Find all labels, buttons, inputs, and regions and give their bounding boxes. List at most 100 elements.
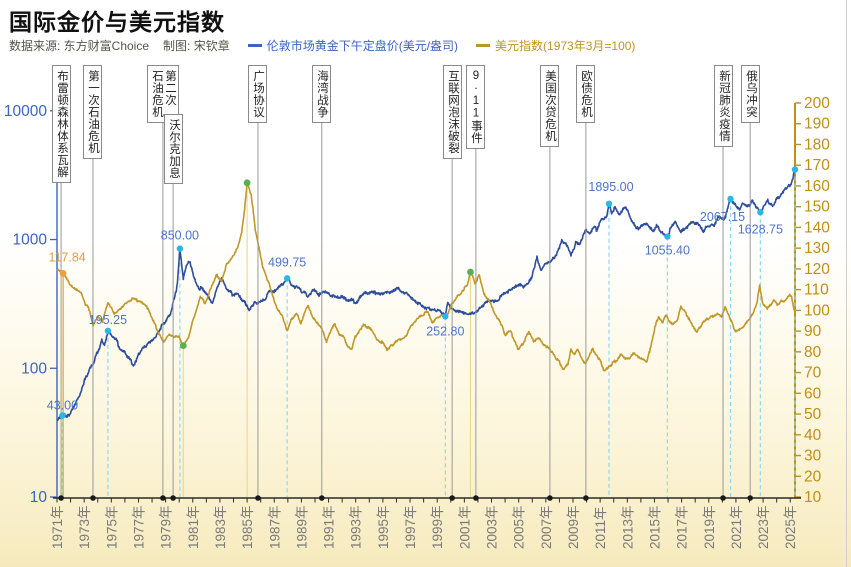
left-axis-tick-label: 1000	[13, 232, 48, 249]
gold-extreme-dot	[791, 166, 799, 173]
gold-extreme-dot	[727, 195, 734, 203]
x-axis-year-label: 1973年	[77, 505, 92, 549]
right-axis-tick-label: 70	[804, 365, 822, 382]
right-axis-tick-label: 100	[804, 302, 830, 319]
x-axis-year-label: 2015年	[647, 505, 662, 549]
event-label: 美国次贷危机	[540, 65, 559, 147]
gold-value-label: 499.75	[268, 255, 306, 269]
right-axis-tick-label: 60	[804, 385, 822, 402]
dxy-value-label: 117.84	[48, 250, 85, 264]
right-axis-tick-label: 10	[804, 489, 822, 506]
x-axis-year-label: 1975年	[104, 505, 119, 549]
right-axis-tick-label: 110	[804, 282, 829, 299]
right-axis-tick-label: 90	[804, 323, 822, 340]
event-axis-dot	[160, 495, 166, 501]
gold-price-legend-dash-icon	[247, 44, 262, 47]
right-axis-tick-label: 120	[804, 261, 830, 278]
x-axis-year-label: 1981年	[186, 505, 201, 549]
page-title: 国际金价与美元指数	[9, 9, 225, 35]
event-label: 互联网泡沫破裂	[443, 65, 462, 159]
right-axis-tick-label: 170	[804, 157, 830, 174]
x-axis-year-label: 1997年	[403, 505, 418, 549]
x-axis-year-label: 1991年	[322, 505, 337, 549]
event-axis-dot	[583, 495, 589, 501]
x-axis-year-label: 1993年	[349, 505, 364, 549]
x-axis-year-label: 1999年	[430, 505, 445, 549]
right-axis-tick-label: 150	[804, 199, 830, 216]
gold-extreme-dot	[176, 245, 184, 252]
x-axis-year-label: 2005年	[512, 505, 527, 549]
gold-value-label: 850.00	[161, 229, 199, 243]
event-axis-dot	[547, 495, 553, 501]
gold-extreme-dot	[757, 209, 764, 216]
x-axis-year-label: 2011年	[593, 506, 608, 549]
event-axis-dot	[449, 495, 455, 501]
right-axis-tick-label: 140	[804, 219, 830, 236]
dxy-start-dot	[59, 269, 67, 277]
right-axis-tick-label: 160	[804, 178, 830, 195]
x-axis-year-label: 1995年	[376, 505, 391, 549]
event-label: 欧债危机	[576, 65, 595, 123]
event-axis-dot	[720, 495, 726, 501]
x-axis-year-label: 2013年	[620, 505, 635, 549]
x-axis-year-label: 1985年	[240, 505, 255, 549]
x-axis-year-label: 2007年	[539, 505, 554, 549]
left-axis-tick-label: 10000	[4, 103, 47, 120]
x-axis-year-label: 2021年	[729, 505, 744, 549]
x-axis-year-label: 2001年	[457, 505, 472, 549]
right-axis-tick-label: 200	[804, 95, 830, 112]
event-axis-dot	[170, 495, 176, 501]
data-source-label: 数据来源: 东方财富Choice	[9, 39, 150, 53]
dollar-index-line	[56, 181, 796, 372]
x-axis-year-label: 2003年	[485, 505, 500, 549]
right-axis-tick-label: 130	[804, 240, 830, 257]
gold-extreme-dot	[59, 412, 66, 419]
subtitle-row: 数据来源: 东方财富Choice 制图: 宋钦章 伦敦市场黄金下午定盘价(美元/…	[9, 37, 635, 54]
right-axis-tick-label: 190	[804, 116, 830, 133]
x-axis-year-label: 1987年	[267, 505, 282, 549]
chart-author-label: 制图: 宋钦章	[163, 39, 230, 53]
event-label: 布雷顿森林体系瓦解	[52, 65, 71, 183]
event-label: 俄乌冲突	[741, 65, 760, 123]
gold-extreme-dot	[664, 233, 671, 240]
x-axis-year-label: 1971年	[50, 505, 65, 549]
x-axis-year-label: 2025年	[783, 505, 798, 549]
gold-value-label: 2067.15	[700, 210, 745, 224]
event-axis-dot	[318, 495, 325, 501]
event-label: 第二次 石油危机	[147, 65, 179, 123]
right-axis-tick-label: 80	[804, 344, 822, 361]
left-axis-tick-label: 100	[21, 360, 47, 377]
left-axis-tick-label: 10	[30, 489, 48, 506]
legend-dollar-index-label: 美元指数(1973年3月=100)	[495, 39, 636, 53]
event-label: 9·11事件	[466, 65, 485, 149]
right-axis-tick-label: 20	[804, 468, 822, 485]
right-axis-tick-label: 50	[804, 406, 822, 423]
gold-value-label: 43.00	[47, 398, 78, 412]
x-axis-year-label: 2019年	[702, 505, 717, 549]
right-axis-tick-label: 40	[804, 427, 822, 444]
gold-extreme-dot	[283, 275, 291, 282]
frame-right-border	[846, 0, 847, 567]
x-axis-year-label: 2009年	[566, 505, 581, 549]
x-axis-year-label: 1977年	[131, 505, 146, 549]
event-label: 广场协议	[248, 65, 267, 123]
event-label: 第一次石油危机	[83, 65, 102, 159]
gold-value-label: 1895.00	[588, 180, 633, 194]
event-axis-dot	[58, 495, 64, 501]
event-axis-dot	[747, 495, 753, 501]
event-label: 新冠肺炎疫情	[714, 65, 733, 147]
x-axis-year-label: 2023年	[756, 505, 771, 549]
legend-item-dollar-index: 美元指数(1973年3月=100)	[476, 37, 635, 54]
event-axis-dot	[473, 495, 479, 501]
dxy-extreme-dot	[243, 179, 251, 187]
event-axis-dot	[90, 495, 96, 501]
legend-item-gold-price: 伦敦市场黄金下午定盘价(美元/盎司)	[247, 37, 459, 54]
gold-value-label: 195.25	[89, 313, 127, 327]
gold-value-label: 1628.75	[738, 222, 783, 236]
gold-value-label: 1055.40	[645, 244, 690, 258]
legend-gold-price-label: 伦敦市场黄金下午定盘价(美元/盎司)	[266, 39, 459, 53]
event-label: 沃尔克加息	[164, 114, 183, 184]
dxy-extreme-dot	[467, 268, 474, 276]
